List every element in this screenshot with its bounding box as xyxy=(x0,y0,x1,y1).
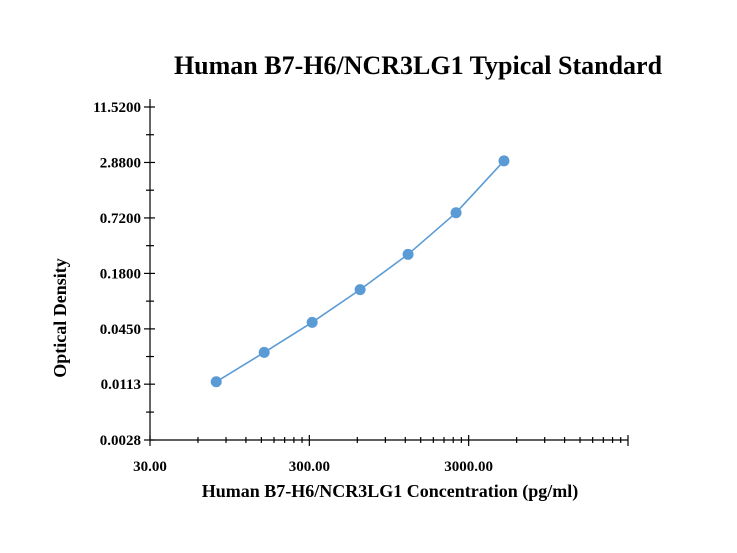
data-point xyxy=(306,316,318,328)
data-point xyxy=(402,248,414,260)
x-tick-label: 30.00 xyxy=(133,459,167,475)
series-line xyxy=(215,160,505,383)
x-axis: 30.00 300.00 3000.00 xyxy=(133,435,629,475)
y-tick-label: 2.8800 xyxy=(100,155,141,171)
y-tick-label: 0.0113 xyxy=(101,377,141,393)
x-tick-label: 3000.00 xyxy=(444,459,493,475)
x-tick-label: 300.00 xyxy=(289,459,330,475)
chart-title: Human B7-H6/NCR3LG1 Typical Standard xyxy=(174,51,663,80)
y-axis-label: Optical Density xyxy=(50,258,70,378)
data-point xyxy=(210,376,222,388)
y-tick-label: 0.0450 xyxy=(100,322,141,338)
data-point xyxy=(498,155,510,167)
y-axis: 0.0028 0.0113 0.0450 0.1800 0.7200 2.8800 11.5… xyxy=(93,99,155,449)
data-point xyxy=(450,207,462,219)
data-point xyxy=(258,346,270,358)
x-axis-label: Human B7-H6/NCR3LG1 Concentration (pg/ml… xyxy=(202,481,579,502)
y-tick-label: 0.0028 xyxy=(100,433,141,449)
y-tick-label: 0.7200 xyxy=(100,211,141,227)
data-point xyxy=(354,284,366,296)
y-tick-label: 0.1800 xyxy=(100,266,141,282)
plot-area xyxy=(210,155,510,388)
y-tick-label: 11.5200 xyxy=(93,100,141,116)
